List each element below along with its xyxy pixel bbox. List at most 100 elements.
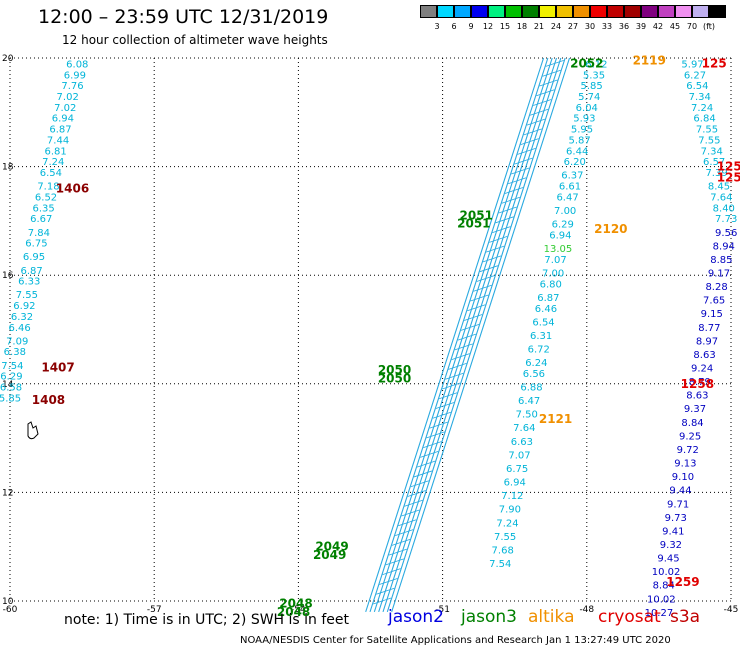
ground-track-tick	[454, 343, 473, 351]
ground-track-tick	[388, 548, 407, 556]
swh-value-label: 9.15	[701, 309, 723, 320]
swh-value-label: 6.54	[532, 317, 554, 328]
swh-value-label: 7.50	[516, 410, 538, 421]
swh-value-label: 7.12	[501, 491, 523, 502]
swh-value-label: 9.44	[669, 486, 691, 497]
swh-value-label: 7.24	[496, 518, 518, 529]
colorbar-label: 45	[669, 22, 681, 31]
swh-value-label: 6.52	[35, 192, 57, 203]
ground-track-tick	[489, 235, 508, 243]
colorbar-swatch	[539, 5, 556, 18]
y-tick-label: 10	[2, 597, 14, 607]
ground-track-tick	[464, 314, 483, 321]
legend-entry-cryosat: cryosat	[598, 607, 661, 627]
swh-value-label: 8.84	[653, 581, 675, 592]
swh-value-label: 8.97	[696, 336, 718, 347]
ground-track-tick	[391, 538, 411, 546]
colorbar-swatch	[505, 5, 522, 18]
ground-track-tick	[504, 187, 524, 194]
swh-value-label: 7.24	[691, 103, 713, 114]
pass-number-label: 1258	[681, 377, 714, 391]
swh-value-label: 9.24	[691, 364, 713, 375]
ground-track-tick	[526, 118, 546, 126]
swh-value-label: 6.47	[518, 396, 540, 407]
swh-value-label: 9.25	[679, 431, 701, 442]
swh-value-label: 6.35	[33, 203, 55, 214]
swh-value-label: 6.99	[64, 70, 86, 81]
swh-value-label: 8.84	[681, 418, 703, 429]
ground-track-tick	[407, 490, 426, 497]
x-tick-label: -60	[3, 605, 18, 615]
colorbar-label: 15	[499, 22, 511, 31]
pass-number-label: 2050	[378, 363, 411, 377]
colorbar-label: (ft)	[702, 22, 716, 31]
swh-value-label: 6.37	[561, 171, 583, 182]
swh-value-label: 7.39	[705, 168, 727, 179]
swh-value-label: 5.74	[578, 92, 600, 103]
pass-number-label: 2120	[594, 222, 627, 236]
colorbar-label: 33	[601, 22, 613, 31]
swh-value-label: 8.40	[713, 203, 735, 214]
swh-value-label: 7.65	[703, 296, 725, 307]
swh-value-label: 7.18	[37, 182, 59, 193]
colorbar-label: 39	[635, 22, 647, 31]
ground-track-tick	[501, 196, 520, 204]
ground-track-line	[373, 57, 553, 613]
swh-value-label: 6.94	[52, 114, 74, 125]
swh-value-label: 7.90	[499, 505, 521, 516]
colorbar-label: 18	[516, 22, 528, 31]
swh-value-label: 6.44	[566, 146, 588, 157]
swh-value-label: 7.54	[1, 361, 23, 372]
ground-track-tick	[479, 265, 498, 273]
x-tick-label: -51	[435, 605, 450, 615]
swh-value-label: 7.64	[513, 423, 535, 434]
swh-value-label: 6.95	[23, 252, 45, 263]
swh-value-label: 9.73	[665, 513, 687, 524]
pass-number-label: 2050	[378, 371, 411, 385]
ground-track-tick	[539, 79, 558, 87]
swh-value-label: 7.84	[28, 228, 50, 239]
swh-value-label: 9.32	[660, 540, 682, 551]
swh-value-label: 8.79	[689, 377, 711, 388]
swh-value-label: 6.29	[552, 220, 574, 231]
legend-entry-s3a: s3a	[670, 607, 701, 627]
swh-value-label: 7.00	[542, 268, 564, 279]
swh-value-label: 6.72	[528, 345, 550, 356]
x-tick-label: -54	[291, 605, 306, 615]
swh-value-label: 6.80	[540, 279, 562, 290]
swh-value-label: 9.17	[708, 268, 730, 279]
y-tick-label: 18	[2, 163, 14, 173]
ground-track-tick	[413, 470, 433, 478]
colorbar-swatch	[675, 5, 692, 18]
swh-value-label: 6.61	[559, 182, 581, 193]
colorbar-label: 70	[686, 22, 698, 31]
pass-number-label: 2119	[633, 54, 666, 68]
ground-track-line	[386, 57, 566, 613]
ground-track-tick	[404, 499, 423, 507]
footer-note: note: 1) Time is in UTC; 2) SWH is in fe…	[64, 612, 350, 628]
pass-number-label: 125	[702, 56, 727, 70]
legend-entry-jason3: jason3	[461, 607, 517, 627]
swh-value-label: 7.55	[494, 532, 516, 543]
ground-track-tick	[523, 128, 542, 136]
ground-track-tick	[442, 382, 461, 390]
swh-value-label: 8.63	[686, 391, 708, 402]
ground-track-tick	[529, 108, 549, 116]
swh-value-label: 7.68	[492, 545, 514, 556]
swh-value-label: 8.63	[693, 350, 715, 361]
swh-value-label: 7.73	[715, 214, 737, 225]
swh-value-label: 6.63	[511, 437, 533, 448]
swh-value-label: 9.56	[715, 228, 737, 239]
ground-track-tick	[423, 441, 442, 448]
swh-value-label: 7.44	[47, 135, 69, 146]
ground-track-tick	[533, 99, 552, 106]
hand-cursor-icon	[27, 421, 39, 440]
ground-track-tick	[492, 226, 511, 233]
swh-value-label: 6.38	[4, 347, 26, 358]
colorbar-swatch	[692, 5, 709, 18]
colorbar-swatch	[420, 5, 437, 18]
ground-track-tick	[536, 89, 555, 97]
y-tick-label: 14	[2, 380, 14, 390]
ground-track-tick	[448, 363, 467, 370]
ground-track-tick	[432, 411, 451, 419]
